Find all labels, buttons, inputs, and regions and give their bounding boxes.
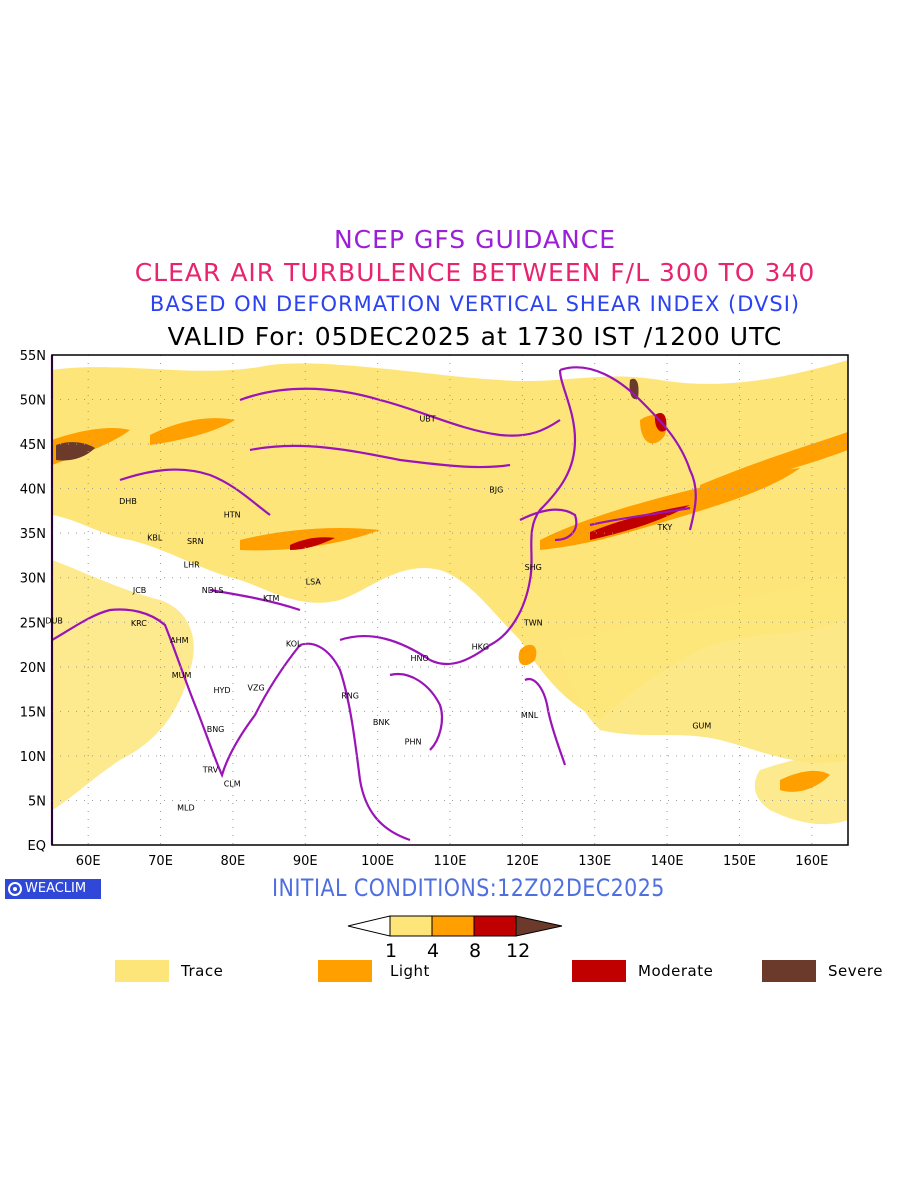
station-label-bnk: BNK bbox=[373, 718, 390, 727]
map-canvas: UBT BJG DHB HTN KBL SRN LHR TKY SHG JCB NDLS LSA KTM… bbox=[20, 349, 849, 869]
station-label-trv: TRV bbox=[202, 765, 219, 774]
station-label-jcb: JCB bbox=[132, 586, 146, 595]
turbulence-shading bbox=[52, 360, 848, 825]
station-label-rng: RNG bbox=[341, 691, 359, 700]
station-label-bjg: BJG bbox=[489, 486, 503, 495]
colorbar-tick-1: 1 bbox=[385, 940, 398, 962]
station-label-dhb: DHB bbox=[119, 497, 137, 506]
longitude-tick-label: 70E bbox=[148, 854, 173, 869]
latitude-tick-label: EQ bbox=[28, 839, 46, 854]
latitude-tick-label: 10N bbox=[20, 750, 46, 765]
latitude-tick-label: 20N bbox=[20, 661, 46, 676]
latitude-tick-label: 15N bbox=[20, 705, 46, 720]
colorbar-tick-8: 8 bbox=[469, 940, 482, 962]
station-label-bng: BNG bbox=[207, 725, 225, 734]
legend-light-label: Light bbox=[390, 962, 430, 980]
station-label-krc: KRC bbox=[131, 619, 147, 628]
turbulence-map: UBT BJG DHB HTN KBL SRN LHR TKY SHG JCB NDLS LSA KTM… bbox=[0, 340, 900, 870]
latitude-tick-label: 50N bbox=[20, 394, 46, 409]
station-label-htn: HTN bbox=[224, 510, 241, 519]
station-label-lsa: LSA bbox=[306, 577, 322, 586]
station-label-kbl: KBL bbox=[147, 534, 163, 543]
latitude-tick-label: 25N bbox=[20, 616, 46, 631]
legend-light: Light bbox=[318, 959, 430, 983]
station-label-srn: SRN bbox=[187, 537, 204, 546]
longitude-tick-label: 150E bbox=[723, 854, 756, 869]
weaclim-logo-icon bbox=[8, 882, 22, 896]
initial-conditions: INITIAL CONDITIONS:12Z02DEC2025 bbox=[272, 874, 665, 902]
legend-moderate-label: Moderate bbox=[638, 962, 714, 980]
colorbar-trace-segment bbox=[389, 915, 433, 937]
station-label-mnl: MNL bbox=[521, 711, 539, 720]
station-label-lhr: LHR bbox=[184, 560, 200, 569]
map-frame bbox=[51, 354, 849, 846]
title-valid-time: VALID For: 05DEC2025 at 1730 IST /1200 U… bbox=[167, 322, 783, 351]
title-model: NCEP GFS GUIDANCE bbox=[333, 225, 616, 254]
longitude-tick-label: 80E bbox=[221, 854, 246, 869]
station-label-hyd: HYD bbox=[214, 686, 231, 695]
station-labels: UBT BJG DHB HTN KBL SRN LHR TKY SHG JCB NDLS LSA KTM… bbox=[45, 414, 711, 812]
legend-severe: Severe bbox=[762, 959, 883, 983]
longitude-tick-label: 60E bbox=[76, 854, 101, 869]
colorbar-under-triangle bbox=[347, 915, 391, 937]
legend-severe-swatch bbox=[762, 960, 816, 982]
legend-trace: Trace bbox=[115, 959, 223, 983]
station-label-hno: HNO bbox=[410, 654, 428, 663]
legend-trace-swatch bbox=[115, 960, 169, 982]
station-label-hkg: HKG bbox=[472, 642, 489, 651]
station-label-dub: DUB bbox=[45, 616, 63, 625]
colorbar-tick-4: 4 bbox=[427, 940, 440, 962]
station-label-tky: TKY bbox=[657, 523, 673, 532]
longitude-tick-label: 120E bbox=[506, 854, 539, 869]
weaclim-logo-text: WEACLIM bbox=[25, 881, 87, 896]
station-label-mum: MUM bbox=[172, 671, 192, 680]
longitude-tick-label: 110E bbox=[433, 854, 466, 869]
legend-moderate-swatch bbox=[572, 960, 626, 982]
legend-trace-label: Trace bbox=[181, 962, 224, 980]
legend-severe-label: Severe bbox=[828, 962, 883, 980]
station-label-shg: SHG bbox=[525, 563, 542, 572]
lat-lon-grid bbox=[52, 355, 848, 845]
colorbar-tick-12: 12 bbox=[506, 940, 531, 962]
longitude-tick-label: 140E bbox=[651, 854, 684, 869]
station-label-ahm: AHM bbox=[170, 636, 188, 645]
station-label-clm: CLM bbox=[224, 780, 241, 789]
station-label-twn: TWN bbox=[523, 618, 543, 627]
colorbar bbox=[347, 915, 563, 937]
longitude-tick-label: 160E bbox=[795, 854, 828, 869]
station-label-vzg: VZG bbox=[247, 683, 264, 692]
station-label-ktm: KTM bbox=[263, 594, 280, 603]
latitude-tick-label: 35N bbox=[20, 527, 46, 542]
latitude-tick-label: 55N bbox=[20, 349, 46, 364]
station-label-ubt: UBT bbox=[419, 414, 435, 423]
latitude-tick-label: 5N bbox=[28, 794, 46, 809]
longitude-labels: 60E 70E 80E 90E 100E 110E 120E 130E 140E 150E 160E bbox=[76, 854, 829, 869]
legend-light-swatch bbox=[318, 960, 372, 982]
station-label-kol: KOL bbox=[286, 640, 302, 649]
station-label-ndls: NDLS bbox=[202, 586, 224, 595]
title-method: BASED ON DEFORMATION VERTICAL SHEAR INDE… bbox=[149, 292, 801, 316]
legend-moderate: Moderate bbox=[572, 959, 713, 983]
colorbar-light-segment bbox=[431, 915, 475, 937]
station-label-gum: GUM bbox=[692, 722, 711, 731]
longitude-tick-label: 130E bbox=[578, 854, 611, 869]
latitude-tick-label: 45N bbox=[20, 438, 46, 453]
latitude-labels: 55N 50N 45N 40N 35N 30N 25N 20N 15N 10N 5N EQ bbox=[20, 349, 46, 854]
longitude-tick-label: 90E bbox=[293, 854, 318, 869]
latitude-tick-label: 40N bbox=[20, 483, 46, 498]
station-label-phn: PHN bbox=[405, 738, 422, 747]
station-label-mld: MLD bbox=[177, 804, 195, 813]
weaclim-logo: WEACLIM bbox=[5, 879, 101, 899]
longitude-tick-label: 100E bbox=[361, 854, 394, 869]
latitude-tick-label: 30N bbox=[20, 572, 46, 587]
colorbar-moderate-segment bbox=[473, 915, 517, 937]
title-product: CLEAR AIR TURBULENCE BETWEEN F/L 300 TO … bbox=[134, 258, 816, 287]
colorbar-severe-triangle bbox=[515, 915, 563, 937]
